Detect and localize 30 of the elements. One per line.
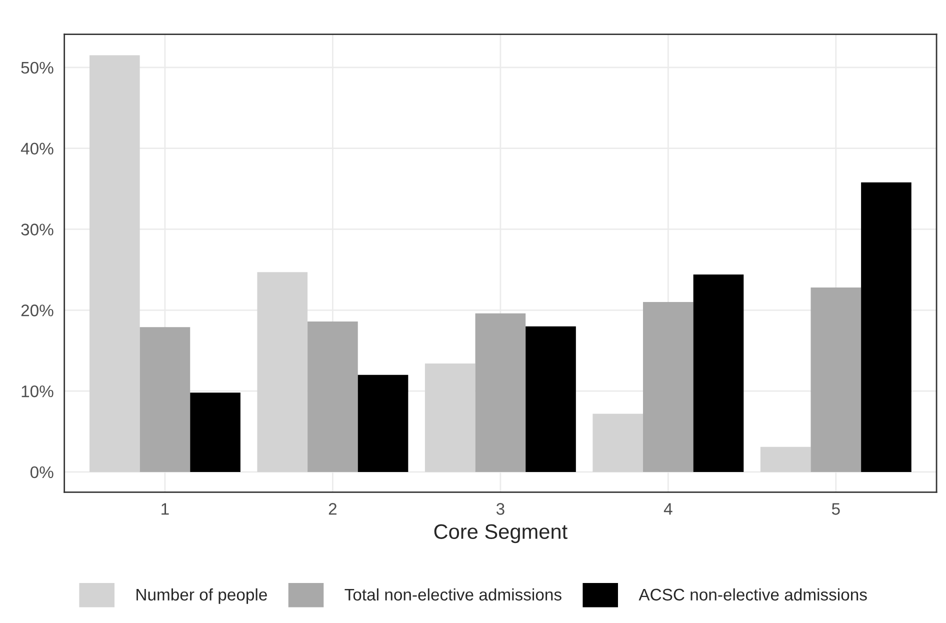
y-tick-label: 30%: [21, 224, 54, 236]
bar: [693, 274, 744, 472]
x-tick-label: 3: [496, 503, 504, 515]
bar: [810, 287, 862, 472]
bar: [424, 364, 476, 472]
bar: [89, 55, 140, 472]
bar: [190, 392, 240, 472]
y-tick-label: 20%: [21, 304, 54, 316]
bar: [308, 321, 358, 472]
bar: [257, 272, 308, 472]
x-axis-title: Core Segment: [434, 524, 568, 544]
x-tick-label: 5: [832, 503, 840, 515]
y-tick-label: 40%: [20, 142, 54, 155]
legend-label: ACSC non-elective admissions: [638, 588, 867, 601]
y-tick-label: 0%: [30, 466, 54, 478]
x-tick-label: 4: [664, 503, 672, 515]
bar: [526, 326, 576, 472]
y-tick-label: 50%: [21, 62, 54, 74]
bar: [760, 446, 811, 472]
bar: [643, 302, 694, 472]
y-tick-label: 10%: [22, 385, 54, 398]
x-tick-label: 1: [162, 503, 169, 515]
bar: [592, 414, 644, 472]
bar: [358, 374, 408, 472]
bar: [475, 313, 526, 472]
legend-label: Number of people: [136, 588, 267, 604]
x-tick-label: 2: [328, 503, 336, 515]
bar: [140, 327, 190, 472]
bar: [861, 182, 912, 472]
legend-label: Total non-elective admissions: [344, 588, 562, 601]
